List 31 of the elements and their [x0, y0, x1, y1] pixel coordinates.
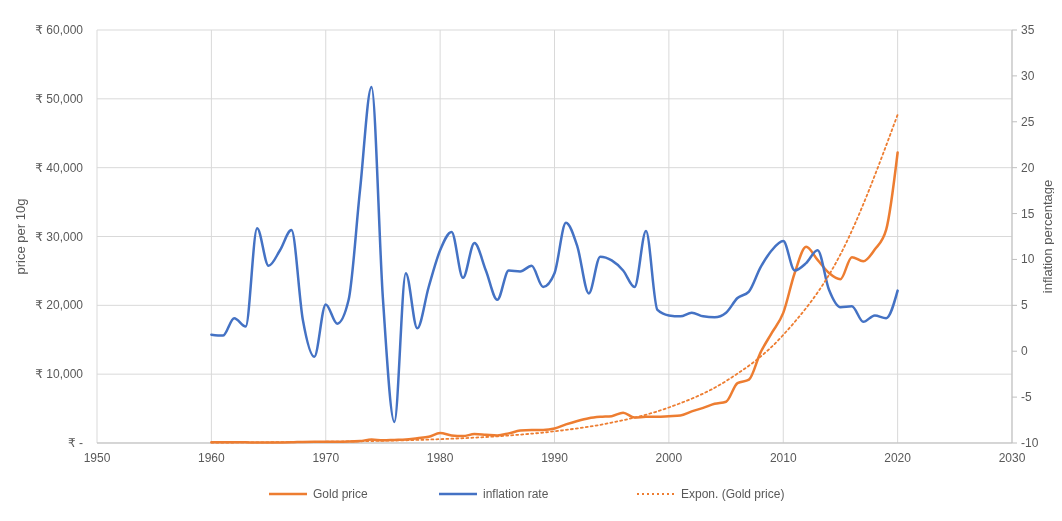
y2-tick-label: -5 — [1021, 390, 1032, 405]
y-tick-label: ₹ 40,000 — [35, 160, 84, 175]
x-tick-label: 2030 — [998, 451, 1026, 465]
x-tick-label: 1950 — [83, 451, 111, 465]
x-tick-label: 2010 — [769, 451, 797, 465]
legend-label: Gold price — [313, 487, 369, 501]
y2-tick-label: 20 — [1021, 160, 1035, 175]
y-tick-label: ₹ 10,000 — [35, 367, 84, 382]
y2-tick-label: -10 — [1021, 436, 1039, 450]
x-tick-label: 1970 — [312, 451, 340, 465]
y-tick-label: ₹ 30,000 — [35, 229, 84, 244]
y-tick-label: ₹ 20,000 — [35, 298, 84, 313]
y2-tick-label: 25 — [1021, 114, 1035, 129]
y-tick-label: ₹ - — [68, 436, 83, 450]
y2-tick-label: 35 — [1021, 23, 1035, 37]
y2-tick-label: 5 — [1021, 298, 1028, 313]
y-tick-label: ₹ 60,000 — [35, 23, 84, 37]
y2-tick-label: 0 — [1021, 344, 1028, 359]
legend-label: Expon. (Gold price) — [681, 487, 785, 501]
y2-tick-label: 10 — [1021, 252, 1035, 267]
x-tick-label: 2020 — [884, 451, 912, 465]
x-tick-label: 2000 — [655, 451, 683, 465]
y-axis-title: price per 10g — [13, 198, 28, 275]
legend-label: inflation rate — [483, 487, 549, 501]
x-tick-label: 1990 — [541, 451, 569, 465]
y2-tick-label: 30 — [1021, 68, 1035, 83]
x-tick-label: 1980 — [426, 451, 454, 465]
y2-axis-title: inflation percentage — [1040, 179, 1055, 294]
y-tick-label: ₹ 50,000 — [35, 91, 84, 106]
x-tick-label: 1960 — [198, 451, 226, 465]
y2-tick-label: 15 — [1021, 206, 1035, 221]
